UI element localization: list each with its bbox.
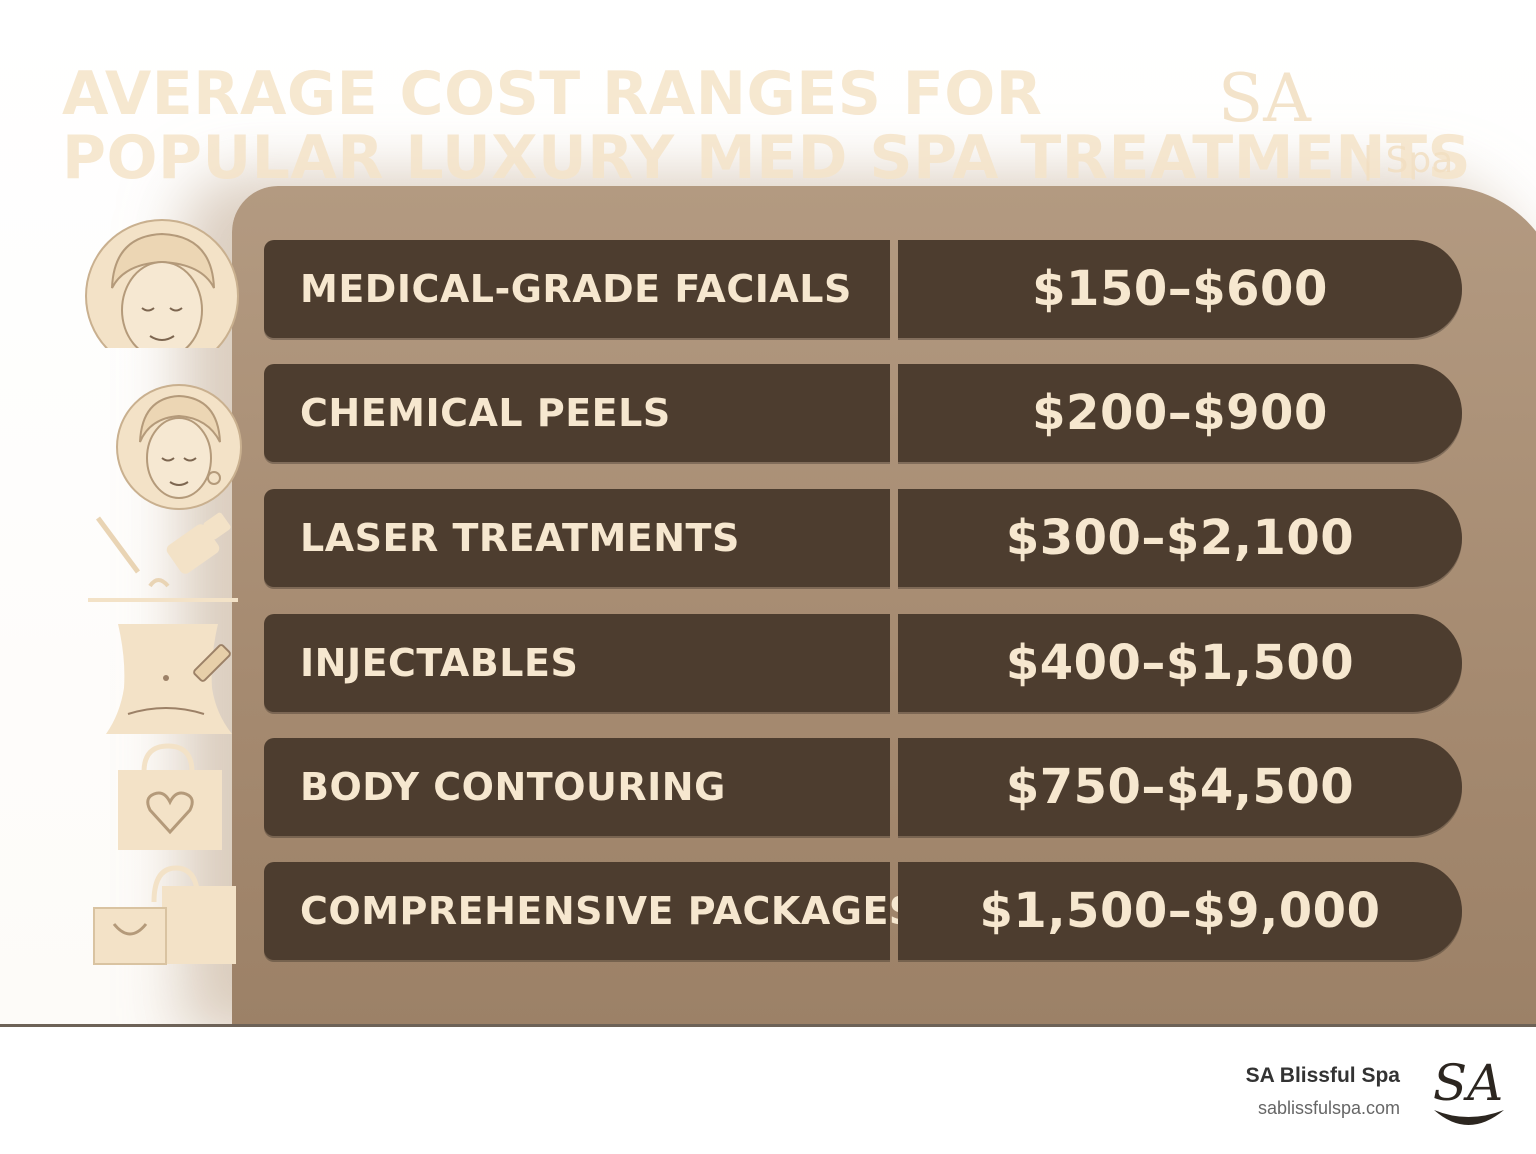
treatment-name: CHEMICAL PEELS (264, 364, 890, 462)
treatment-price: $750–$4,500 (898, 738, 1462, 836)
table-row: BODY CONTOURING $750–$4,500 (264, 738, 1462, 838)
treatment-name: MEDICAL-GRADE FACIALS (264, 240, 890, 338)
svg-text:SA: SA (1433, 1054, 1503, 1112)
torso-injection-icon (100, 618, 240, 738)
brand-suffix: | Spa (1362, 140, 1454, 181)
treatment-price: $200–$900 (898, 364, 1462, 462)
laser-device-icon (88, 512, 238, 608)
table-row: LASER TREATMENTS $300–$2,100 (264, 489, 1462, 589)
table-row: INJECTABLES $400–$1,500 (264, 614, 1462, 714)
shopping-bag-heart-icon (112, 742, 228, 852)
treatment-name: INJECTABLES (264, 614, 890, 712)
table-row: COMPREHENSIVE PACKAGES $1,500–$9,000 (264, 862, 1462, 962)
brand-initials: SA (1218, 60, 1311, 137)
footer-logo: SA (1420, 1048, 1516, 1138)
treatment-price: $150–$600 (898, 240, 1462, 338)
face-towel-icon (84, 218, 244, 348)
hero-area: AVERAGE COST RANGES FOR POPULAR LUXURY M… (0, 0, 1536, 1026)
title-line-1: AVERAGE COST RANGES FOR (62, 59, 1043, 129)
footer-brand-name: SA Blissful Spa (1245, 1064, 1400, 1087)
treatment-price: $400–$1,500 (898, 614, 1462, 712)
treatment-name: BODY CONTOURING (264, 738, 890, 836)
table-row: CHEMICAL PEELS $200–$900 (264, 364, 1462, 464)
table-row: MEDICAL-GRADE FACIALS $150–$600 (264, 240, 1462, 340)
footer-divider (0, 1024, 1536, 1027)
face-icon (116, 382, 242, 512)
treatment-name: COMPREHENSIVE PACKAGES (264, 862, 916, 960)
treatment-price: $1,500–$9,000 (898, 862, 1462, 960)
shopping-bags-icon (92, 862, 238, 966)
footer-url[interactable]: sablissfulspa.com (1257, 1098, 1400, 1118)
title-line-2: POPULAR LUXURY MED SPA TREATMENTS (62, 123, 1472, 193)
treatment-name: LASER TREATMENTS (264, 489, 890, 587)
treatment-price: $300–$2,100 (898, 489, 1462, 587)
page-title: AVERAGE COST RANGES FOR POPULAR LUXURY M… (62, 62, 1471, 190)
